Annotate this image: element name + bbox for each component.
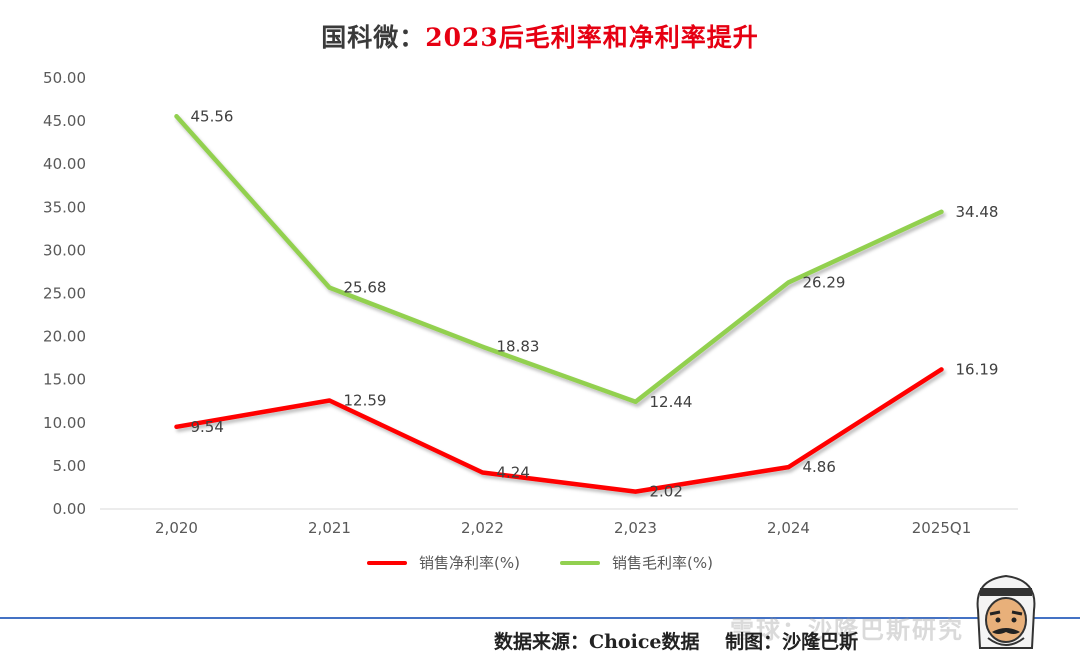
data-label: 9.54 <box>191 418 224 436</box>
data-point <box>480 470 485 475</box>
x-tick-label: 2,022 <box>461 519 504 537</box>
data-source-note: 数据来源：Choice数据 制图：沙隆巴斯 <box>494 631 859 653</box>
legend-item-net-margin[interactable]: 销售净利率(%) <box>367 552 520 573</box>
legend-item-gross-margin[interactable]: 销售毛利率(%) <box>560 552 713 573</box>
x-axis: 2,020 2,021 2,022 2,023 2,024 2025Q1 <box>100 508 1018 537</box>
data-label: 25.68 <box>344 279 387 297</box>
data-label: 45.56 <box>191 107 234 125</box>
data-label: 34.48 <box>956 203 999 221</box>
data-label: 2.02 <box>650 483 683 501</box>
chart-title-claim: 2023后毛利率和净利率提升 <box>425 23 759 52</box>
y-tick-label: 35.00 <box>43 198 86 216</box>
data-label: 26.29 <box>803 273 846 291</box>
x-tick-label: 2,020 <box>155 519 198 537</box>
data-labels: 9.54 12.59 4.24 2.02 4.86 16.19 45.56 25.68 18.8… <box>191 107 999 500</box>
chart-title-company: 国科微： <box>321 23 426 52</box>
data-point <box>327 398 332 403</box>
legend-swatch-net-margin <box>367 560 408 565</box>
data-label: 4.86 <box>803 458 836 476</box>
y-axis: 0.00 5.00 10.00 15.00 20.00 25.00 30.00 35.00 40… <box>43 69 86 518</box>
data-point <box>633 489 638 494</box>
series-line-1 <box>174 114 944 405</box>
y-tick-label: 20.00 <box>43 328 86 346</box>
data-point <box>786 465 791 470</box>
footer-divider <box>0 617 1080 619</box>
mascot-logo <box>976 574 1036 649</box>
chart-title: 国科微：2023后毛利率和净利率提升 <box>0 18 1080 54</box>
x-tick-label: 2,021 <box>308 519 351 537</box>
data-point <box>174 114 179 119</box>
y-tick-label: 30.00 <box>43 241 86 259</box>
y-tick-label: 45.00 <box>43 112 86 130</box>
series-group <box>174 114 944 494</box>
data-label: 12.44 <box>650 393 693 411</box>
y-tick-label: 25.00 <box>43 285 86 303</box>
y-tick-label: 40.00 <box>43 155 86 173</box>
line-chart: 0.00 5.00 10.00 15.00 20.00 25.00 30.00 35.00 40… <box>43 69 1018 537</box>
data-label: 4.24 <box>497 463 530 481</box>
data-point <box>939 367 944 372</box>
data-point <box>480 344 485 349</box>
y-tick-label: 5.00 <box>53 457 86 475</box>
x-tick-label: 2025Q1 <box>912 519 972 537</box>
legend-label-net-margin: 销售净利率(%) <box>419 554 520 572</box>
watermark: 雪球：沙隆巴斯研究 <box>730 616 964 644</box>
data-label: 16.19 <box>956 360 999 378</box>
data-label: 18.83 <box>497 338 540 356</box>
data-point <box>939 209 944 214</box>
legend-swatch-gross-margin <box>560 560 600 565</box>
x-tick-label: 2,023 <box>614 519 657 537</box>
y-tick-label: 15.00 <box>43 371 86 389</box>
data-point <box>174 424 179 429</box>
series-line-0 <box>174 367 944 494</box>
data-point <box>786 280 791 285</box>
legend-label-gross-margin: 销售毛利率(%) <box>612 554 713 572</box>
x-tick-label: 2,024 <box>767 519 810 537</box>
data-point <box>327 285 332 290</box>
y-tick-label: 50.00 <box>43 69 86 87</box>
y-tick-label: 0.00 <box>53 500 86 518</box>
data-label: 12.59 <box>344 391 387 409</box>
data-point <box>633 399 638 404</box>
legend: 销售净利率(%) 销售毛利率(%) <box>0 552 1080 573</box>
y-tick-label: 10.00 <box>43 414 86 432</box>
